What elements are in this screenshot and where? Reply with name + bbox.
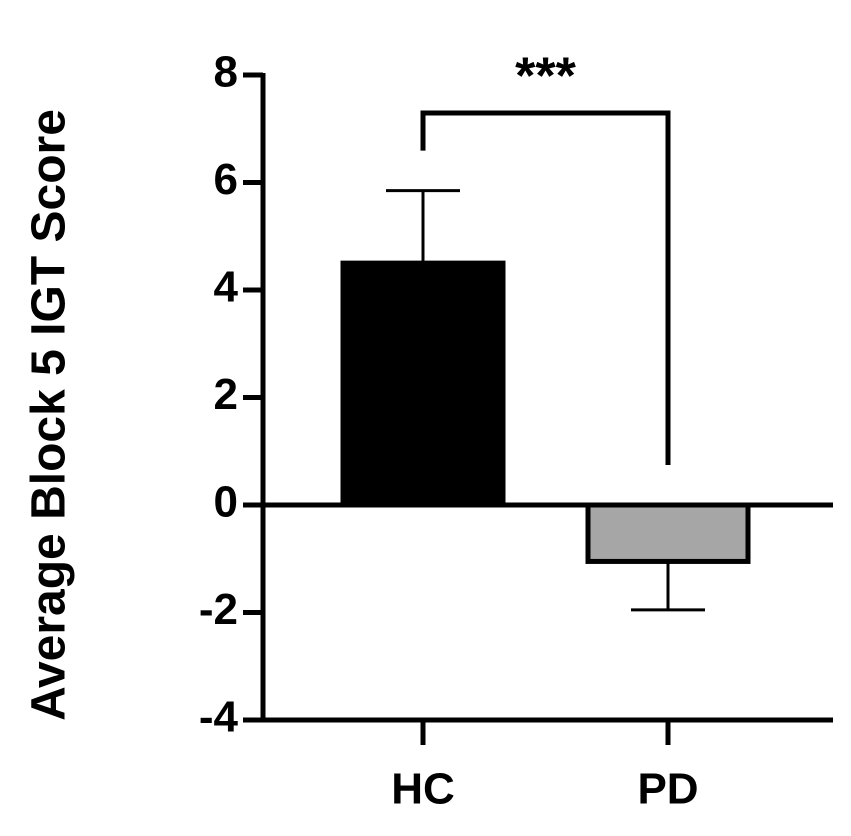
y-axis-label: Average Block 5 IGT Score: [23, 109, 76, 721]
y-tick-label: 6: [214, 155, 238, 204]
x-tick-label: PD: [637, 765, 698, 814]
y-tick-label: 8: [214, 48, 238, 97]
y-tick-label: -4: [199, 693, 239, 742]
significance-label: ***: [515, 48, 576, 106]
y-tick-label: 4: [214, 263, 239, 312]
y-tick-label: -2: [199, 585, 238, 634]
significance-bracket: [420, 110, 671, 465]
x-tick-label: HC: [391, 765, 455, 814]
bar: [585, 502, 751, 564]
y-tick-label: 0: [214, 478, 238, 527]
y-tick-label: 2: [214, 370, 238, 419]
bar: [340, 260, 506, 508]
